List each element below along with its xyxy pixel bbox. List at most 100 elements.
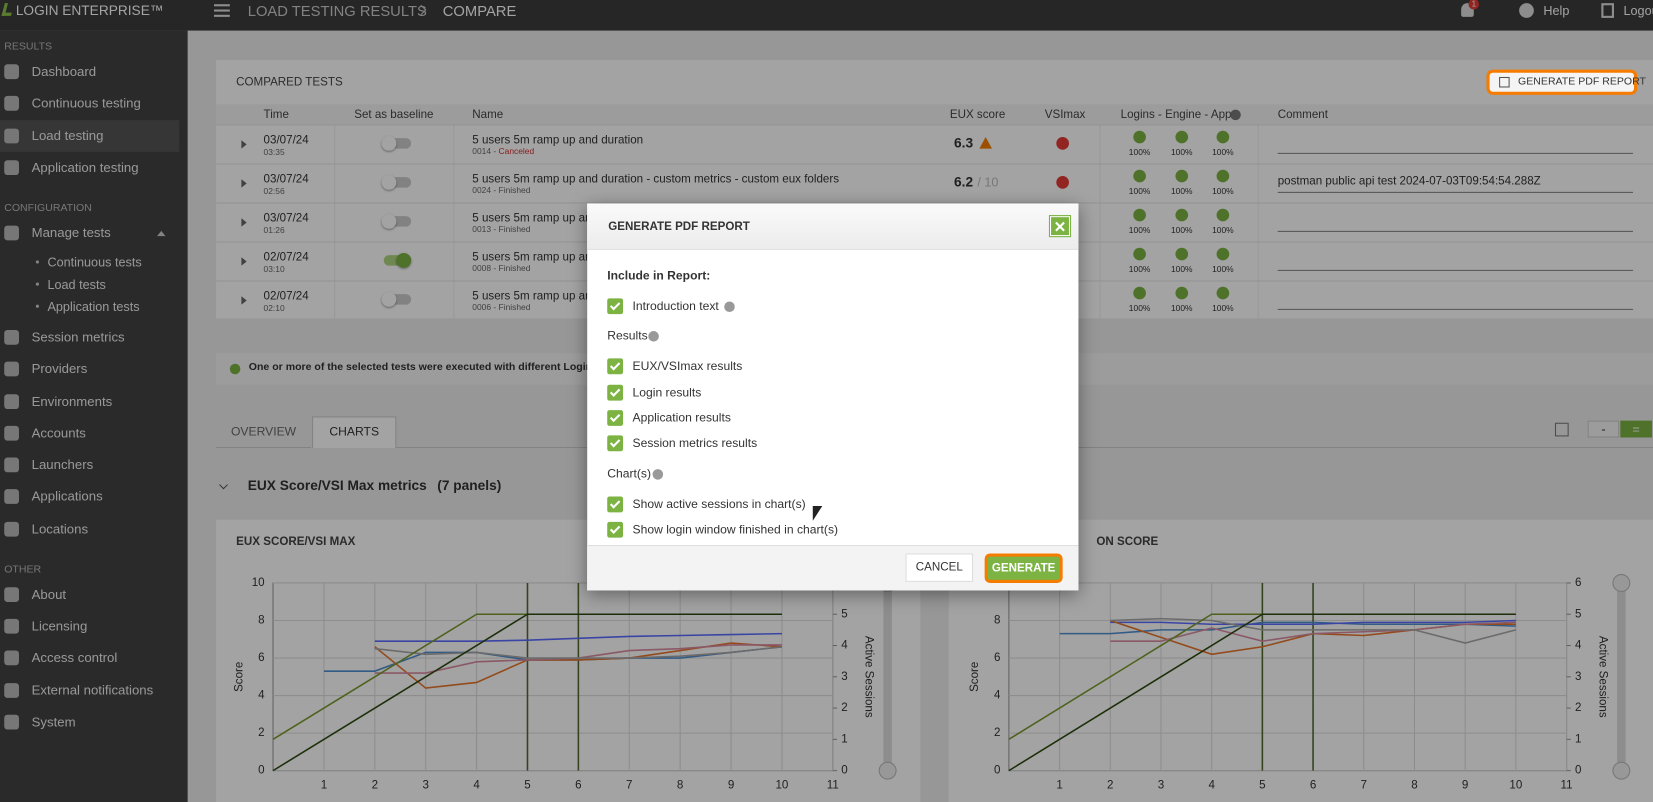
option-label[interactable]: EUX/VSImax results	[632, 360, 743, 374]
toggle-knob	[381, 174, 397, 190]
y-tick-label: 0	[994, 765, 1000, 777]
zoom-slider	[1617, 582, 1626, 771]
baseline-toggle[interactable]	[383, 177, 412, 188]
expand-arrow[interactable]	[241, 257, 247, 266]
option-label[interactable]: Show login window finished in chart(s)	[632, 523, 839, 537]
tool-button[interactable]	[1620, 420, 1652, 438]
sidebar-subitem[interactable]: Application tests	[47, 299, 140, 315]
option-label[interactable]: Introduction text	[632, 300, 719, 314]
sidebar-subitem[interactable]: Load tests	[47, 277, 106, 292]
checkbox[interactable]	[607, 358, 624, 375]
table-header	[216, 104, 1653, 125]
sidebar-icon	[4, 618, 19, 634]
section-title: Chart(s)	[607, 467, 652, 481]
sidebar-subitem[interactable]: Continuous tests	[47, 255, 142, 270]
menu-icon[interactable]	[214, 14, 230, 17]
info-icon	[652, 468, 664, 480]
sidebar-item[interactable]: Access control	[31, 650, 118, 666]
expand-arrow[interactable]	[241, 179, 247, 188]
checkbox[interactable]	[607, 496, 624, 512]
column-header: Comment	[1277, 108, 1328, 122]
baseline-toggle[interactable]	[383, 138, 412, 149]
tab-label[interactable]: CHARTS	[329, 425, 380, 439]
sidebar-item[interactable]: About	[31, 586, 67, 602]
comment-underline[interactable]	[1277, 308, 1633, 310]
zoom-handle	[1612, 574, 1631, 592]
comment-underline[interactable]	[1277, 269, 1633, 271]
x-tick-label: 10	[1509, 779, 1522, 791]
x-tick-label: 2	[372, 779, 378, 791]
y2-tick-label: 2	[841, 702, 847, 714]
sidebar-item[interactable]: Launchers	[31, 457, 94, 473]
sidebar-item[interactable]: Providers	[31, 361, 88, 377]
zoom-handle	[878, 761, 897, 780]
breadcrumb[interactable]: LOAD TESTING RESULTS	[247, 2, 427, 19]
sidebar-item[interactable]: Application testing	[31, 160, 139, 175]
expand-arrow[interactable]	[241, 296, 247, 305]
menu-icon[interactable]	[214, 4, 230, 7]
expand-arrow[interactable]	[241, 140, 247, 149]
checkmark	[609, 411, 621, 423]
sidebar-item[interactable]: Accounts	[31, 425, 86, 441]
checkbox[interactable]	[607, 384, 624, 401]
row-divider	[216, 163, 1653, 165]
status-percent: 100%	[1128, 147, 1151, 158]
help-link[interactable]: Help	[1543, 3, 1570, 18]
sidebar-item[interactable]: Locations	[31, 521, 89, 537]
cancel-button[interactable]	[905, 553, 974, 582]
y2-tick-label: 4	[1575, 640, 1582, 652]
option-label[interactable]: Session metrics results	[632, 437, 758, 451]
comment-underline[interactable]	[1277, 191, 1633, 193]
generate-button[interactable]	[984, 553, 1063, 583]
expand-arrow[interactable]	[241, 218, 247, 227]
generate-pdf-label[interactable]: GENERATE PDF REPORT	[1518, 75, 1646, 88]
test-id: 0006 - Finished	[472, 302, 531, 313]
logout-link[interactable]: Logout	[1623, 3, 1653, 18]
sub-bullet	[35, 282, 39, 287]
tab-label[interactable]: OVERVIEW	[230, 425, 297, 439]
status-dot	[1216, 208, 1230, 222]
comment-underline[interactable]	[1277, 152, 1633, 154]
baseline-toggle[interactable]	[383, 294, 412, 305]
sidebar-item[interactable]: Continuous testing	[31, 96, 141, 112]
generate-label[interactable]: GENERATE	[991, 561, 1056, 575]
modal-title: GENERATE PDF REPORT	[608, 220, 750, 233]
comment-underline[interactable]	[1277, 230, 1633, 232]
sidebar-item[interactable]: Load testing	[31, 128, 104, 143]
sidebar-item[interactable]: Dashboard	[31, 64, 97, 80]
option-label[interactable]: Login results	[632, 386, 702, 400]
test-name: 5 users 5m ramp up and duration - custom…	[472, 172, 840, 186]
sidebar-icon	[4, 393, 19, 409]
checkbox[interactable]	[607, 298, 624, 315]
sidebar-item[interactable]: Licensing	[31, 618, 88, 634]
tab[interactable]	[312, 416, 397, 449]
test-status: Finished	[498, 263, 531, 274]
top-bar	[0, 0, 1653, 31]
option-label[interactable]: Application results	[632, 412, 731, 425]
tab[interactable]	[216, 416, 311, 449]
score-line	[1110, 621, 1516, 642]
cancel-label[interactable]: CANCEL	[915, 560, 963, 574]
menu-icon[interactable]	[214, 9, 230, 12]
sidebar-item[interactable]: External notifications	[31, 682, 154, 698]
edit-icon[interactable]	[1554, 422, 1569, 437]
test-status: Finished	[498, 302, 531, 313]
sidebar-item[interactable]: Session metrics	[31, 329, 125, 345]
sidebar-item[interactable]: Applications	[31, 489, 103, 505]
sidebar-item[interactable]: Environments	[31, 393, 113, 409]
notification-count: 1	[1471, 0, 1477, 9]
generate-pdf-button[interactable]	[1486, 69, 1638, 95]
checkbox[interactable]	[607, 409, 624, 426]
baseline-toggle[interactable]	[383, 216, 412, 227]
sidebar-item[interactable]: Manage tests	[31, 225, 111, 241]
zoom-handle	[1612, 761, 1631, 780]
sidebar-item[interactable]: System	[31, 714, 76, 730]
y-tick-label: 2	[994, 727, 1000, 739]
option-label[interactable]: Show active sessions in chart(s)	[632, 498, 806, 511]
export-icon	[1499, 76, 1510, 88]
checkbox[interactable]	[607, 435, 624, 452]
tool-button[interactable]	[1587, 420, 1620, 438]
test-name: 5 users 5m ramp up and d	[472, 250, 608, 264]
checkbox[interactable]	[607, 521, 624, 538]
panel-group-title[interactable]: EUX Score/VSI Max metrics (7 panels)	[247, 477, 502, 494]
